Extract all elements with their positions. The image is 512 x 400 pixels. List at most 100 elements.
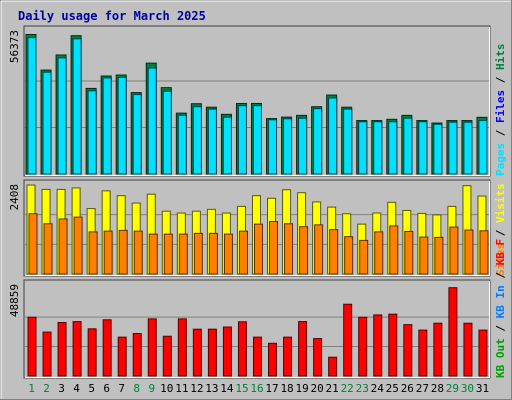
bar-sites-day-21 [329,229,339,275]
x-tick-label: 5 [88,382,95,395]
bar-kb-f-day-21 [328,356,338,377]
bar-kb-f-day-13 [207,328,217,377]
bar-kb-f-day-17 [268,342,278,377]
legend-kbytes: KB Out / KB In / KB F [494,239,507,378]
bar-pages-day-23 [358,121,368,175]
x-tick-label: 13 [205,382,218,395]
bar-pages-day-22 [343,108,353,175]
legend-entry: Hits [494,44,507,71]
x-tick-label: 29 [446,382,459,395]
bar-pages-day-26 [403,117,413,175]
bar-kb-f-day-10 [162,335,172,377]
bar-sites-day-20 [314,224,324,275]
bar-sites-day-8 [133,230,143,275]
bar-pages-day-20 [313,108,323,175]
x-tick-label: 6 [103,382,110,395]
x-tick-label: 8 [133,382,140,395]
x-tick-label: 27 [416,382,429,395]
legend-hits: Pages / Files / Hits [494,44,507,177]
bar-kb-f-day-6 [102,319,112,377]
bar-kb-f-day-5 [87,328,97,377]
bar-sites-day-12 [193,232,203,275]
x-tick-label: 20 [311,382,324,395]
x-tick-label: 4 [73,382,80,395]
bar-sites-day-29 [449,226,459,275]
legend-entry: KB Out [494,338,507,378]
bar-sites-day-16 [253,223,263,275]
bar-kb-f-day-7 [117,336,127,377]
x-tick-label: 18 [280,382,293,395]
x-tick-label: 30 [461,382,474,395]
bar-kb-f-day-3 [57,321,67,377]
bar-kb-f-day-16 [252,336,262,377]
bar-kb-f-day-31 [478,329,488,377]
bar-pages-day-3 [57,57,67,175]
bar-pages-day-8 [132,94,142,175]
x-tick-label: 31 [476,382,489,395]
bar-kb-f-day-22 [343,303,353,377]
legend-entry: Files [494,90,507,123]
bar-pages-day-7 [117,76,127,175]
x-tick-label: 17 [265,382,278,395]
bar-sites-day-26 [404,231,414,275]
bar-kb-f-day-8 [132,333,142,377]
x-tick-label: 9 [148,382,155,395]
bar-kb-f-day-4 [72,321,82,377]
bar-kb-f-day-18 [283,336,293,377]
bar-sites-day-7 [118,229,128,275]
bar-sites-day-1 [28,213,38,275]
bar-kb-f-day-2 [42,331,52,377]
bar-pages-day-30 [463,121,473,175]
bar-pages-day-11 [177,114,187,175]
bar-pages-day-6 [102,77,112,175]
bar-sites-day-9 [148,233,158,275]
bar-kb-f-day-1 [27,316,37,377]
bar-pages-day-14 [222,116,232,175]
bar-pages-day-25 [388,121,398,175]
legend-entry: Pages [494,143,507,176]
bar-pages-day-1 [27,37,37,175]
bar-sites-day-13 [208,232,218,275]
x-tick-label: 19 [295,382,308,395]
bar-kb-f-day-20 [313,338,323,377]
bar-pages-day-27 [418,121,428,175]
bar-kb-f-day-27 [418,329,428,377]
bar-pages-day-9 [147,67,157,175]
x-tick-label: 28 [431,382,444,395]
bar-kb-f-day-25 [388,313,398,377]
bar-pages-day-18 [283,118,293,175]
bar-sites-day-5 [88,231,98,275]
legend-entry: Visits [494,183,507,223]
x-tick-label: 11 [175,382,188,395]
bar-sites-day-3 [58,218,68,275]
bar-pages-day-4 [72,38,82,175]
chart-title: Daily usage for March 2025 [18,9,206,23]
bar-sites-day-27 [419,236,429,275]
bar-kb-f-day-15 [237,321,247,377]
bar-sites-day-10 [163,233,173,275]
bar-kb-f-day-23 [358,316,368,377]
bar-kb-f-day-12 [192,328,202,377]
bar-kb-f-day-9 [147,318,157,377]
x-tick-label: 1 [28,382,35,395]
bar-sites-day-15 [238,230,248,275]
bar-sites-day-25 [389,225,399,275]
bar-sites-day-14 [223,233,233,275]
x-tick-label: 22 [341,382,354,395]
bar-pages-day-29 [448,121,458,175]
legend-entry: KB F [494,239,507,266]
x-tick-label: 24 [371,382,385,395]
bar-sites-day-30 [464,229,474,275]
bar-sites-day-6 [103,230,113,275]
bar-sites-day-19 [299,226,309,275]
bar-sites-day-24 [374,231,384,275]
bar-pages-day-15 [237,105,247,175]
bar-kb-f-day-11 [177,318,187,377]
bar-pages-day-16 [252,105,262,175]
legend-entry: Sites [494,243,507,276]
x-tick-label: 14 [220,382,234,395]
bar-kb-f-day-28 [433,322,443,377]
bar-kb-f-day-26 [403,324,413,377]
